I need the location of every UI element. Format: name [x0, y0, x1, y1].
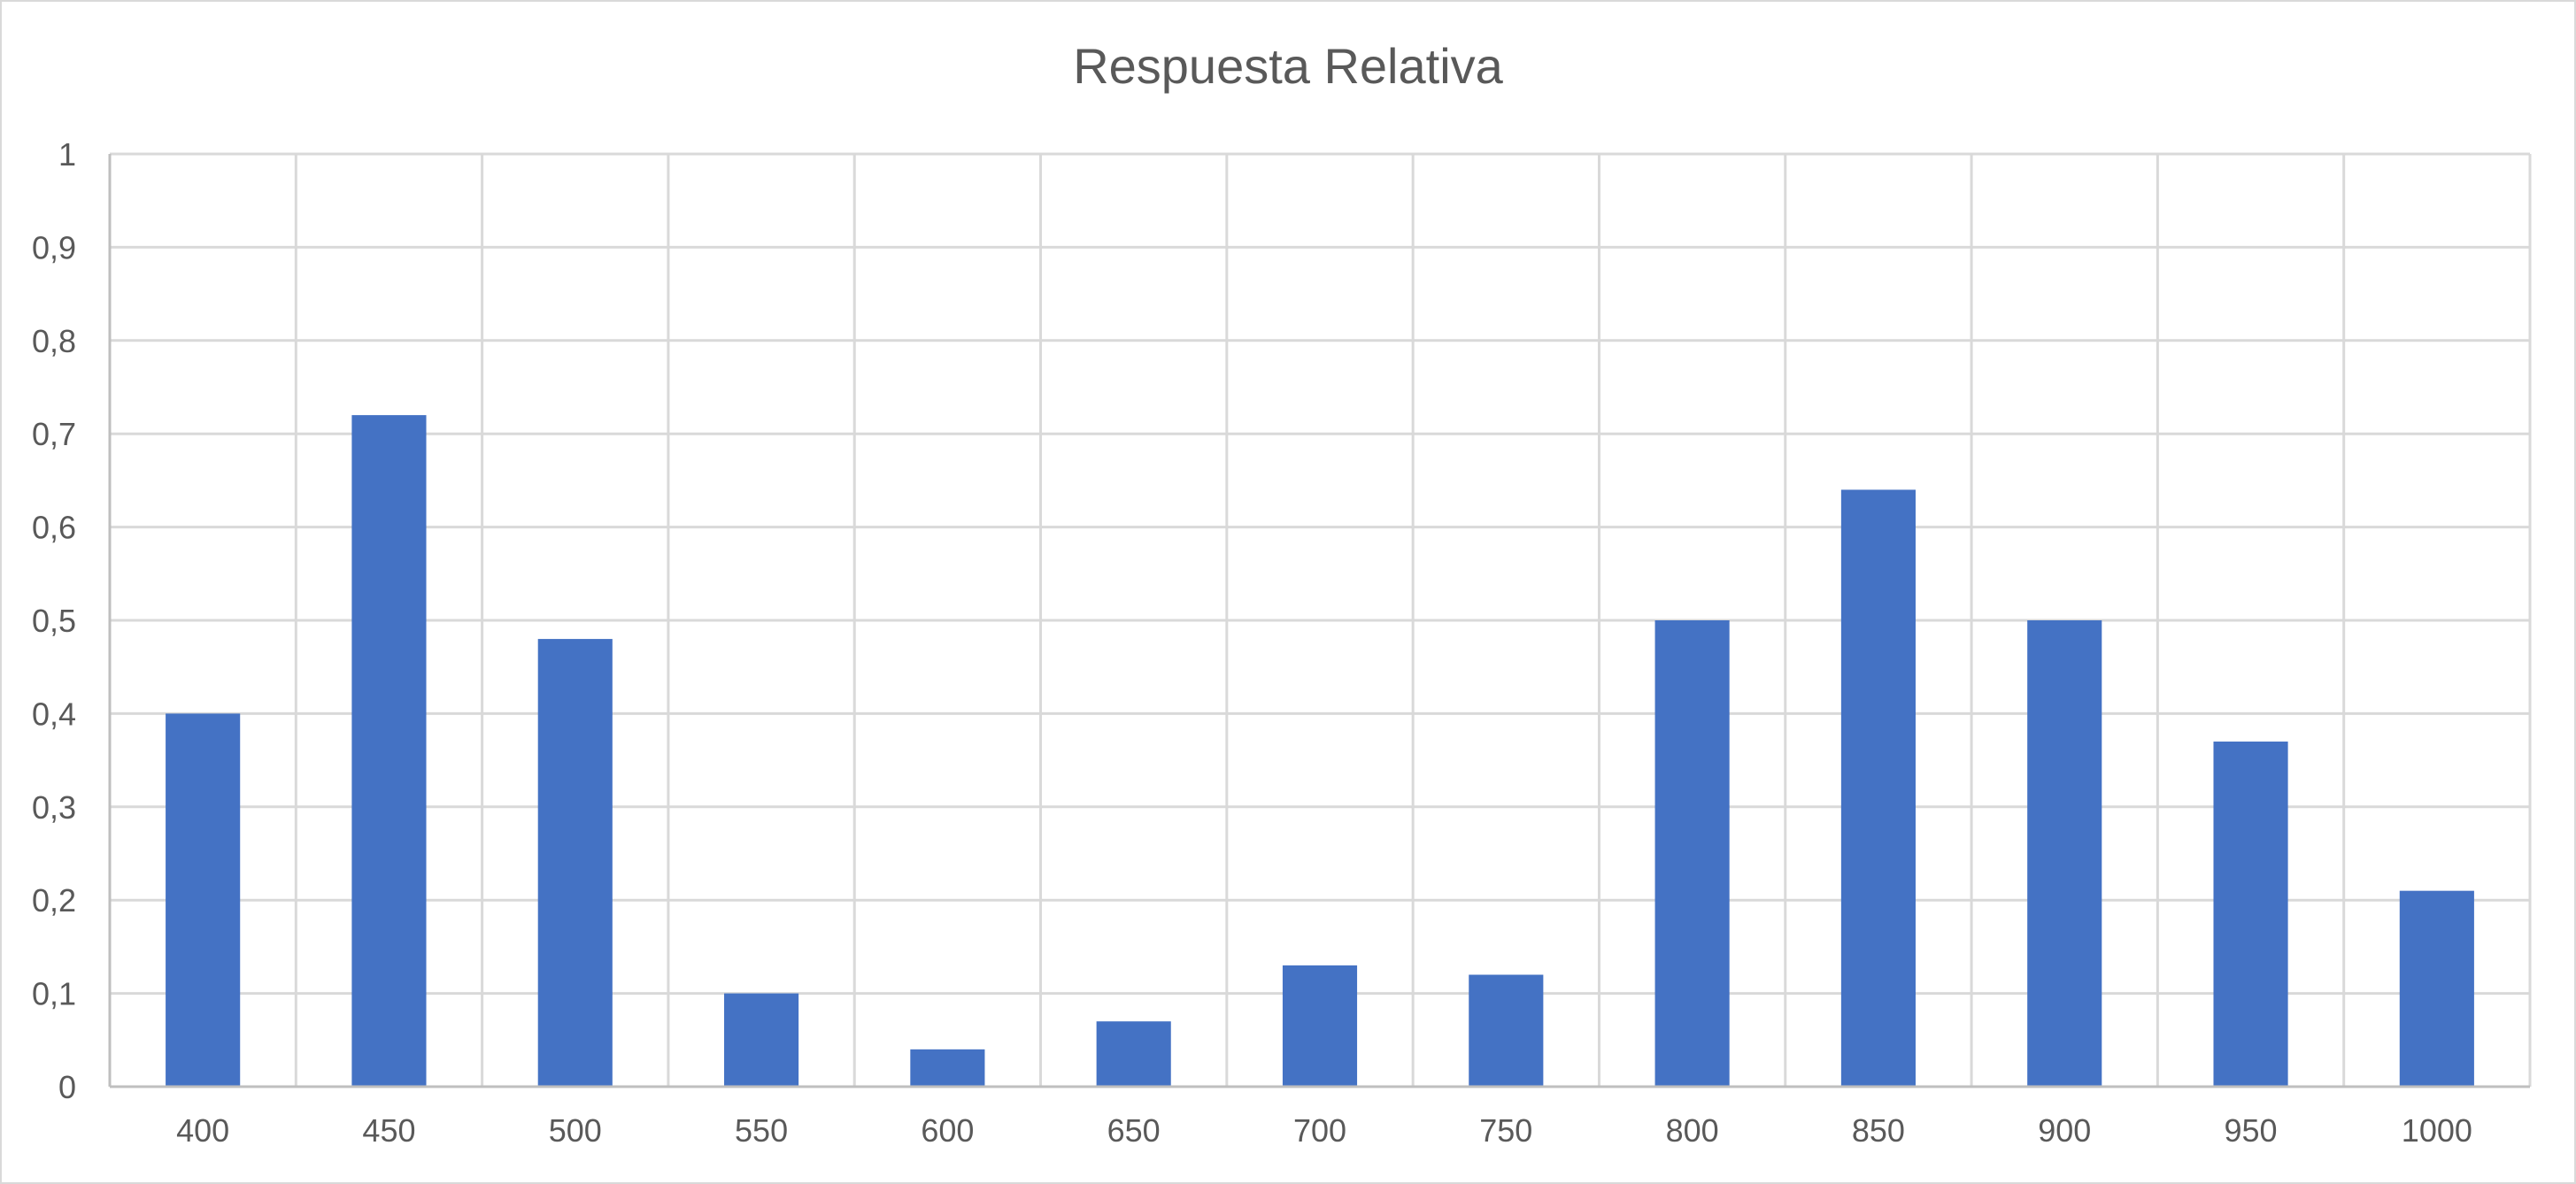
bar-layer: [166, 415, 2474, 1087]
bar-500: [537, 639, 613, 1087]
x-tick-label: 400: [176, 1112, 229, 1149]
y-tick-label: 0,1: [32, 976, 76, 1012]
x-tick-label: 650: [1107, 1112, 1161, 1149]
x-tick-label: 750: [1479, 1112, 1532, 1149]
y-tick-label: 0,9: [32, 229, 76, 265]
x-tick-label: 500: [549, 1112, 602, 1149]
y-tick-label: 0,8: [32, 323, 76, 359]
x-tick-label: 600: [921, 1112, 974, 1149]
bar-650: [1096, 1021, 1171, 1087]
y-tick-label: 0,5: [32, 603, 76, 639]
y-tick-label: 0,7: [32, 416, 76, 452]
grid-layer: [110, 152, 2532, 1087]
bar-800: [1654, 620, 1730, 1087]
label-layer: 0 0,1 0,2 0,3 0,4 0,5 0,6 0,7 0,8 0,9 1 400 450 500 55…: [32, 136, 2472, 1149]
bar-400: [166, 713, 241, 1087]
y-tick-label: 0: [58, 1069, 76, 1105]
bar-1000: [2399, 890, 2474, 1087]
bar-600: [910, 1049, 985, 1087]
x-tick-label: 550: [735, 1112, 788, 1149]
bar-950: [2213, 742, 2288, 1087]
bar-700: [1282, 965, 1358, 1087]
axis-layer: [108, 154, 2530, 1088]
y-tick-label: 0,6: [32, 510, 76, 546]
bar-750: [1469, 974, 1544, 1087]
y-tick-label: 0,2: [32, 882, 76, 919]
bar-900: [2027, 620, 2102, 1087]
bar-450: [351, 415, 427, 1087]
x-tick-label: 950: [2224, 1112, 2277, 1149]
x-tick-label: 900: [2038, 1112, 2091, 1149]
x-tick-label: 800: [1666, 1112, 1719, 1149]
x-tick-label: 700: [1293, 1112, 1346, 1149]
x-tick-label: 1000: [2402, 1112, 2472, 1149]
y-tick-label: 1: [58, 136, 76, 173]
x-tick-label: 850: [1852, 1112, 1905, 1149]
x-tick-label: 450: [362, 1112, 415, 1149]
bar-550: [724, 993, 799, 1087]
y-tick-label: 0,4: [32, 696, 76, 732]
bar-850: [1840, 489, 1916, 1087]
chart-title: Respuesta Relativa: [1073, 38, 1503, 94]
y-tick-label: 0,3: [32, 789, 76, 826]
